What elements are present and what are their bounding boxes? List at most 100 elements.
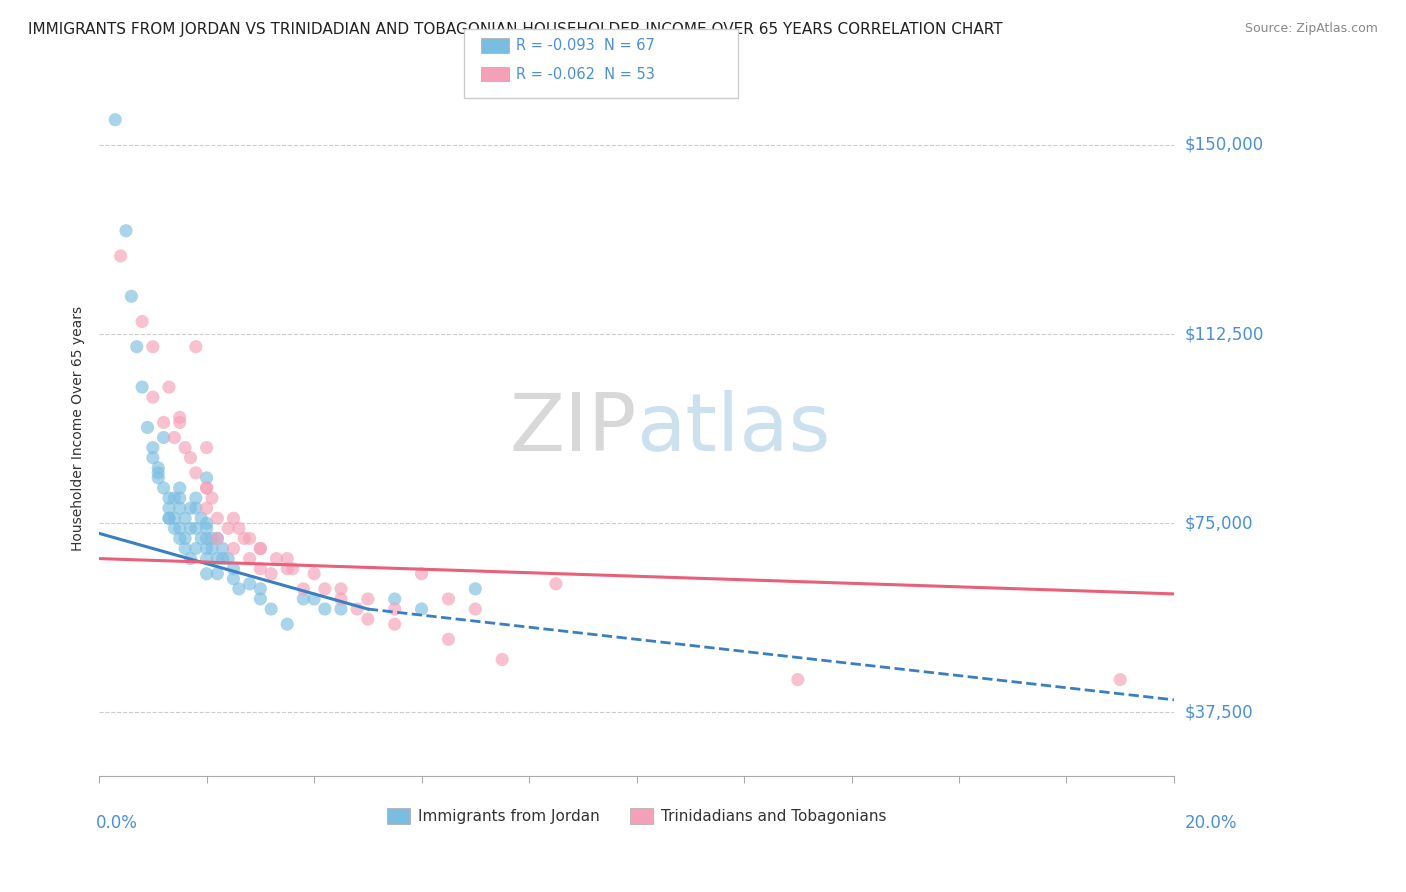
Point [169, 410, 191, 425]
Text: R = -0.062  N = 53: R = -0.062 N = 53 [516, 67, 655, 81]
Point [330, 582, 353, 596]
Text: 20.0%: 20.0% [1185, 814, 1237, 832]
Point [222, 562, 245, 576]
Point [266, 551, 288, 566]
Point [201, 491, 224, 505]
Point [190, 532, 212, 546]
Point [464, 602, 486, 616]
Point [786, 673, 808, 687]
Point [384, 602, 406, 616]
Point [169, 481, 191, 495]
Point [195, 471, 218, 485]
Point [115, 224, 138, 238]
Point [148, 466, 170, 480]
Text: $112,500: $112,500 [1185, 325, 1264, 343]
Point [330, 602, 353, 616]
Point [174, 541, 197, 556]
Point [169, 532, 191, 546]
Point [142, 441, 165, 455]
Point [148, 471, 170, 485]
Point [169, 521, 191, 535]
Point [239, 551, 262, 566]
Point [207, 551, 229, 566]
Point [292, 591, 315, 606]
Text: Source: ZipAtlas.com: Source: ZipAtlas.com [1244, 22, 1378, 36]
Point [195, 566, 218, 581]
Point [207, 566, 229, 581]
Point [249, 541, 271, 556]
Point [281, 562, 304, 576]
Point [357, 612, 380, 626]
Point [110, 249, 132, 263]
Point [195, 532, 218, 546]
Point [411, 602, 433, 616]
Point [179, 551, 201, 566]
Point [184, 501, 207, 516]
Point [148, 460, 170, 475]
Point [169, 491, 191, 505]
Text: ZIP: ZIP [509, 390, 637, 467]
Point [346, 602, 368, 616]
Point [207, 511, 229, 525]
Point [384, 591, 406, 606]
Point [184, 491, 207, 505]
Point [184, 521, 207, 535]
Point [195, 501, 218, 516]
Point [228, 521, 250, 535]
Point [211, 541, 233, 556]
Text: $75,000: $75,000 [1185, 515, 1254, 533]
Point [169, 501, 191, 516]
Point [184, 340, 207, 354]
Point [152, 431, 174, 445]
Point [207, 532, 229, 546]
Point [179, 521, 201, 535]
Point [302, 566, 325, 581]
Point [201, 532, 224, 546]
Point [292, 582, 315, 596]
Point [195, 481, 218, 495]
Point [1109, 673, 1132, 687]
Point [190, 511, 212, 525]
Point [104, 112, 127, 127]
Point [157, 491, 180, 505]
Point [207, 532, 229, 546]
Text: R = -0.093  N = 67: R = -0.093 N = 67 [516, 38, 655, 53]
Point [201, 541, 224, 556]
Point [152, 416, 174, 430]
Point [195, 551, 218, 566]
Legend: Immigrants from Jordan, Trinidadians and Tobagonians: Immigrants from Jordan, Trinidadians and… [381, 802, 893, 830]
Point [157, 511, 180, 525]
Point [195, 481, 218, 495]
Point [163, 511, 186, 525]
Point [195, 441, 218, 455]
Text: $150,000: $150,000 [1185, 136, 1264, 154]
Point [174, 441, 197, 455]
Point [314, 602, 336, 616]
Point [179, 450, 201, 465]
Point [233, 532, 256, 546]
Point [260, 566, 283, 581]
Point [163, 491, 186, 505]
Point [179, 501, 201, 516]
Point [357, 591, 380, 606]
Point [239, 532, 262, 546]
Point [184, 466, 207, 480]
Point [330, 591, 353, 606]
Point [131, 380, 153, 394]
Point [222, 511, 245, 525]
Point [222, 572, 245, 586]
Text: atlas: atlas [637, 390, 831, 467]
Point [142, 340, 165, 354]
Point [195, 521, 218, 535]
Point [249, 541, 271, 556]
Point [169, 416, 191, 430]
Point [195, 541, 218, 556]
Y-axis label: Householder Income Over 65 years: Householder Income Over 65 years [72, 306, 86, 551]
Text: $37,500: $37,500 [1185, 704, 1254, 722]
Point [314, 582, 336, 596]
Point [437, 591, 460, 606]
Point [276, 562, 298, 576]
Point [302, 591, 325, 606]
Point [437, 632, 460, 647]
Point [384, 617, 406, 632]
